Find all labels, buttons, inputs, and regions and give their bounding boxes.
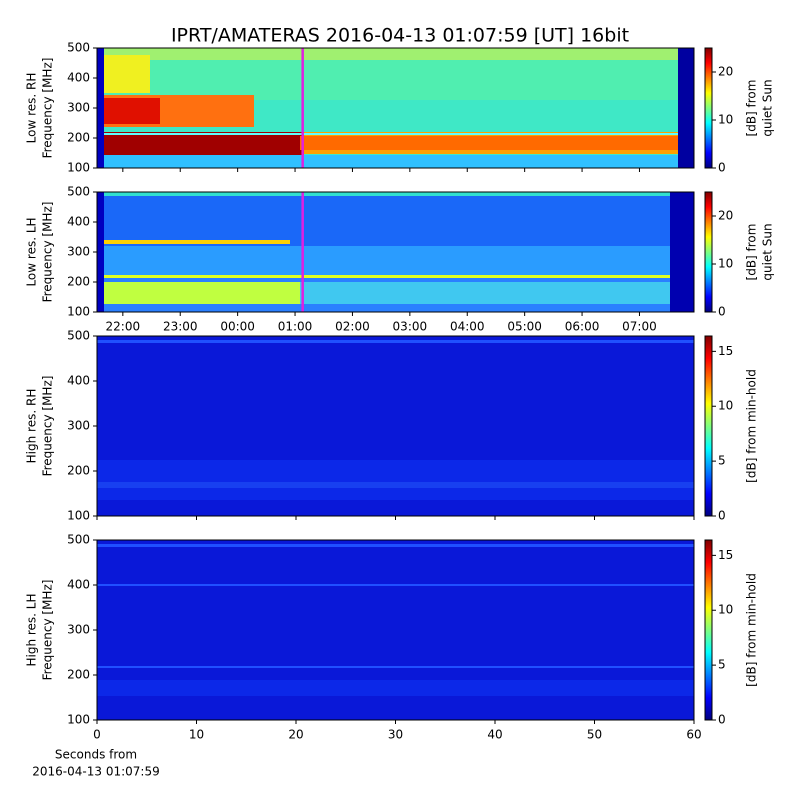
x-tick-label: 03:00: [393, 320, 428, 334]
y-tick-label: 300: [67, 419, 90, 433]
x-axis-label: Seconds from: [55, 748, 137, 762]
y-tick-label: 400: [67, 374, 90, 388]
y-tick-label: 300: [67, 101, 90, 115]
y-axis-label: Frequency [MHz]: [41, 202, 55, 303]
x-tick-label: 07:00: [622, 320, 657, 334]
colorbar: [704, 539, 713, 721]
y-axis-label: High res. RH: [25, 389, 39, 464]
y-tick-label: 100: [67, 305, 90, 319]
y-tick-label: 500: [67, 329, 90, 343]
colorbar-tick-label: 0: [718, 713, 726, 727]
y-axis-label: Frequency [MHz]: [41, 376, 55, 477]
y-tick-label: 400: [67, 215, 90, 229]
colorbar: [704, 191, 713, 313]
colorbar-tick-label: 5: [718, 454, 726, 468]
x-tick-label: 30: [388, 728, 403, 742]
x-tick-label: 22:00: [106, 320, 141, 334]
colorbar-tick-label: 20: [718, 209, 733, 223]
x-tick-label: 01:00: [278, 320, 313, 334]
y-tick-label: 500: [67, 185, 90, 199]
y-tick-label: 100: [67, 509, 90, 523]
y-tick-label: 300: [67, 623, 90, 637]
y-tick-label: 400: [67, 71, 90, 85]
x-tick-label: 0: [93, 728, 101, 742]
x-tick-label: 60: [686, 728, 701, 742]
y-tick-label: 200: [67, 464, 90, 478]
colorbar: [704, 47, 713, 169]
colorbar-tick-label: 0: [718, 509, 726, 523]
y-axis-label: Frequency [MHz]: [41, 58, 55, 159]
colorbar-tick-label: 10: [718, 399, 733, 413]
colorbar-tick-label: 0: [718, 305, 726, 319]
colorbar-label: [dB] from min-hold: [745, 573, 759, 687]
figure-title: IPRT/AMATERAS 2016-04-13 01:07:59 [UT] 1…: [171, 25, 629, 47]
colorbar-label: [dB] from: [745, 224, 759, 281]
x-tick-label: 05:00: [507, 320, 542, 334]
x-tick-label: 20: [288, 728, 303, 742]
colorbar-tick-label: 15: [718, 344, 733, 358]
x-tick-label: 02:00: [335, 320, 370, 334]
colorbar-tick-label: 15: [718, 548, 733, 562]
colorbar-tick-label: 20: [718, 65, 733, 79]
colorbar-label: [dB] from: [745, 80, 759, 137]
colorbar-label: quiet Sun: [761, 223, 775, 280]
y-tick-label: 400: [67, 578, 90, 592]
colorbar-tick-label: 0: [718, 161, 726, 175]
y-tick-label: 300: [67, 245, 90, 259]
y-axis-label: Low res. LH: [25, 217, 39, 286]
y-tick-label: 100: [67, 713, 90, 727]
colorbar: [704, 335, 713, 517]
x-tick-label: 10: [189, 728, 204, 742]
y-tick-label: 500: [67, 41, 90, 55]
x-tick-label: 23:00: [163, 320, 198, 334]
spectrogram-image: [97, 48, 694, 720]
x-tick-label: 40: [487, 728, 502, 742]
y-axis-label: High res. LH: [25, 593, 39, 666]
colorbar-label: [dB] from min-hold: [745, 369, 759, 483]
y-axis-label: Frequency [MHz]: [41, 580, 55, 681]
x-axis-label: 2016-04-13 01:07:59: [32, 765, 159, 779]
x-tick-label: 50: [587, 728, 602, 742]
x-tick-label: 00:00: [220, 320, 255, 334]
y-tick-label: 200: [67, 275, 90, 289]
colorbar-tick-label: 10: [718, 113, 733, 127]
y-axis-label: Low res. RH: [25, 73, 39, 144]
x-tick-label: 06:00: [565, 320, 600, 334]
colorbar-tick-label: 10: [718, 257, 733, 271]
y-tick-label: 200: [67, 131, 90, 145]
y-tick-label: 100: [67, 161, 90, 175]
y-tick-label: 500: [67, 533, 90, 547]
x-tick-label: 04:00: [450, 320, 485, 334]
y-tick-label: 200: [67, 668, 90, 682]
colorbar-tick-label: 10: [718, 603, 733, 617]
colorbar-label: quiet Sun: [761, 79, 775, 136]
colorbar-tick-label: 5: [718, 658, 726, 672]
